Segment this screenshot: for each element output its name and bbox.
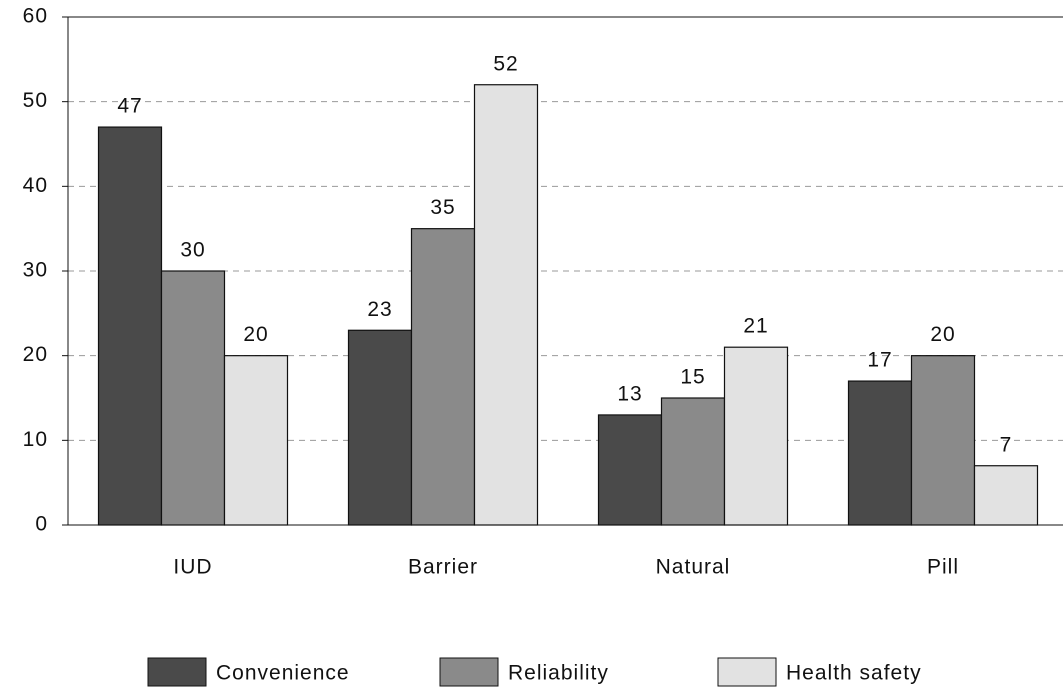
y-tick-label: 60 bbox=[23, 5, 48, 28]
y-tick-label: 50 bbox=[23, 89, 48, 112]
y-tick-label: 20 bbox=[23, 343, 48, 366]
y-tick-label: 40 bbox=[23, 174, 48, 197]
data-label: 17 bbox=[867, 349, 892, 372]
data-label: 47 bbox=[117, 95, 142, 118]
data-label: 52 bbox=[493, 52, 518, 75]
bar bbox=[723, 346, 789, 526]
x-tick-label: Natural bbox=[656, 556, 731, 579]
bar bbox=[660, 397, 726, 526]
data-label: 21 bbox=[743, 315, 768, 338]
data-label: 20 bbox=[930, 323, 955, 346]
data-label: 15 bbox=[680, 366, 705, 389]
legend-swatch bbox=[439, 657, 499, 687]
y-tick-label: 10 bbox=[23, 428, 48, 451]
bar bbox=[223, 355, 289, 526]
bar bbox=[347, 329, 413, 526]
bar bbox=[973, 465, 1039, 526]
bar bbox=[847, 380, 913, 526]
bar bbox=[910, 355, 976, 526]
legend-label: Health safety bbox=[786, 662, 922, 685]
data-label: 30 bbox=[180, 239, 205, 262]
y-tick-label: 30 bbox=[23, 259, 48, 282]
legend-label: Reliability bbox=[508, 662, 609, 685]
y-tick-label: 0 bbox=[35, 513, 48, 536]
bar bbox=[97, 126, 163, 526]
x-tick-label: Barrier bbox=[408, 556, 478, 579]
data-label: 13 bbox=[617, 382, 642, 405]
x-tick-label: IUD bbox=[173, 556, 212, 579]
legend-swatch bbox=[147, 657, 207, 687]
bar bbox=[160, 270, 226, 526]
legend-swatch bbox=[717, 657, 777, 687]
bar bbox=[410, 228, 476, 526]
data-label: 7 bbox=[1000, 433, 1013, 456]
bar bbox=[473, 84, 539, 526]
x-tick-label: Pill bbox=[927, 556, 959, 579]
bar bbox=[597, 414, 663, 526]
legend-label: Convenience bbox=[216, 662, 350, 685]
data-label: 23 bbox=[367, 298, 392, 321]
data-label: 35 bbox=[430, 196, 455, 219]
data-label: 20 bbox=[243, 323, 268, 346]
